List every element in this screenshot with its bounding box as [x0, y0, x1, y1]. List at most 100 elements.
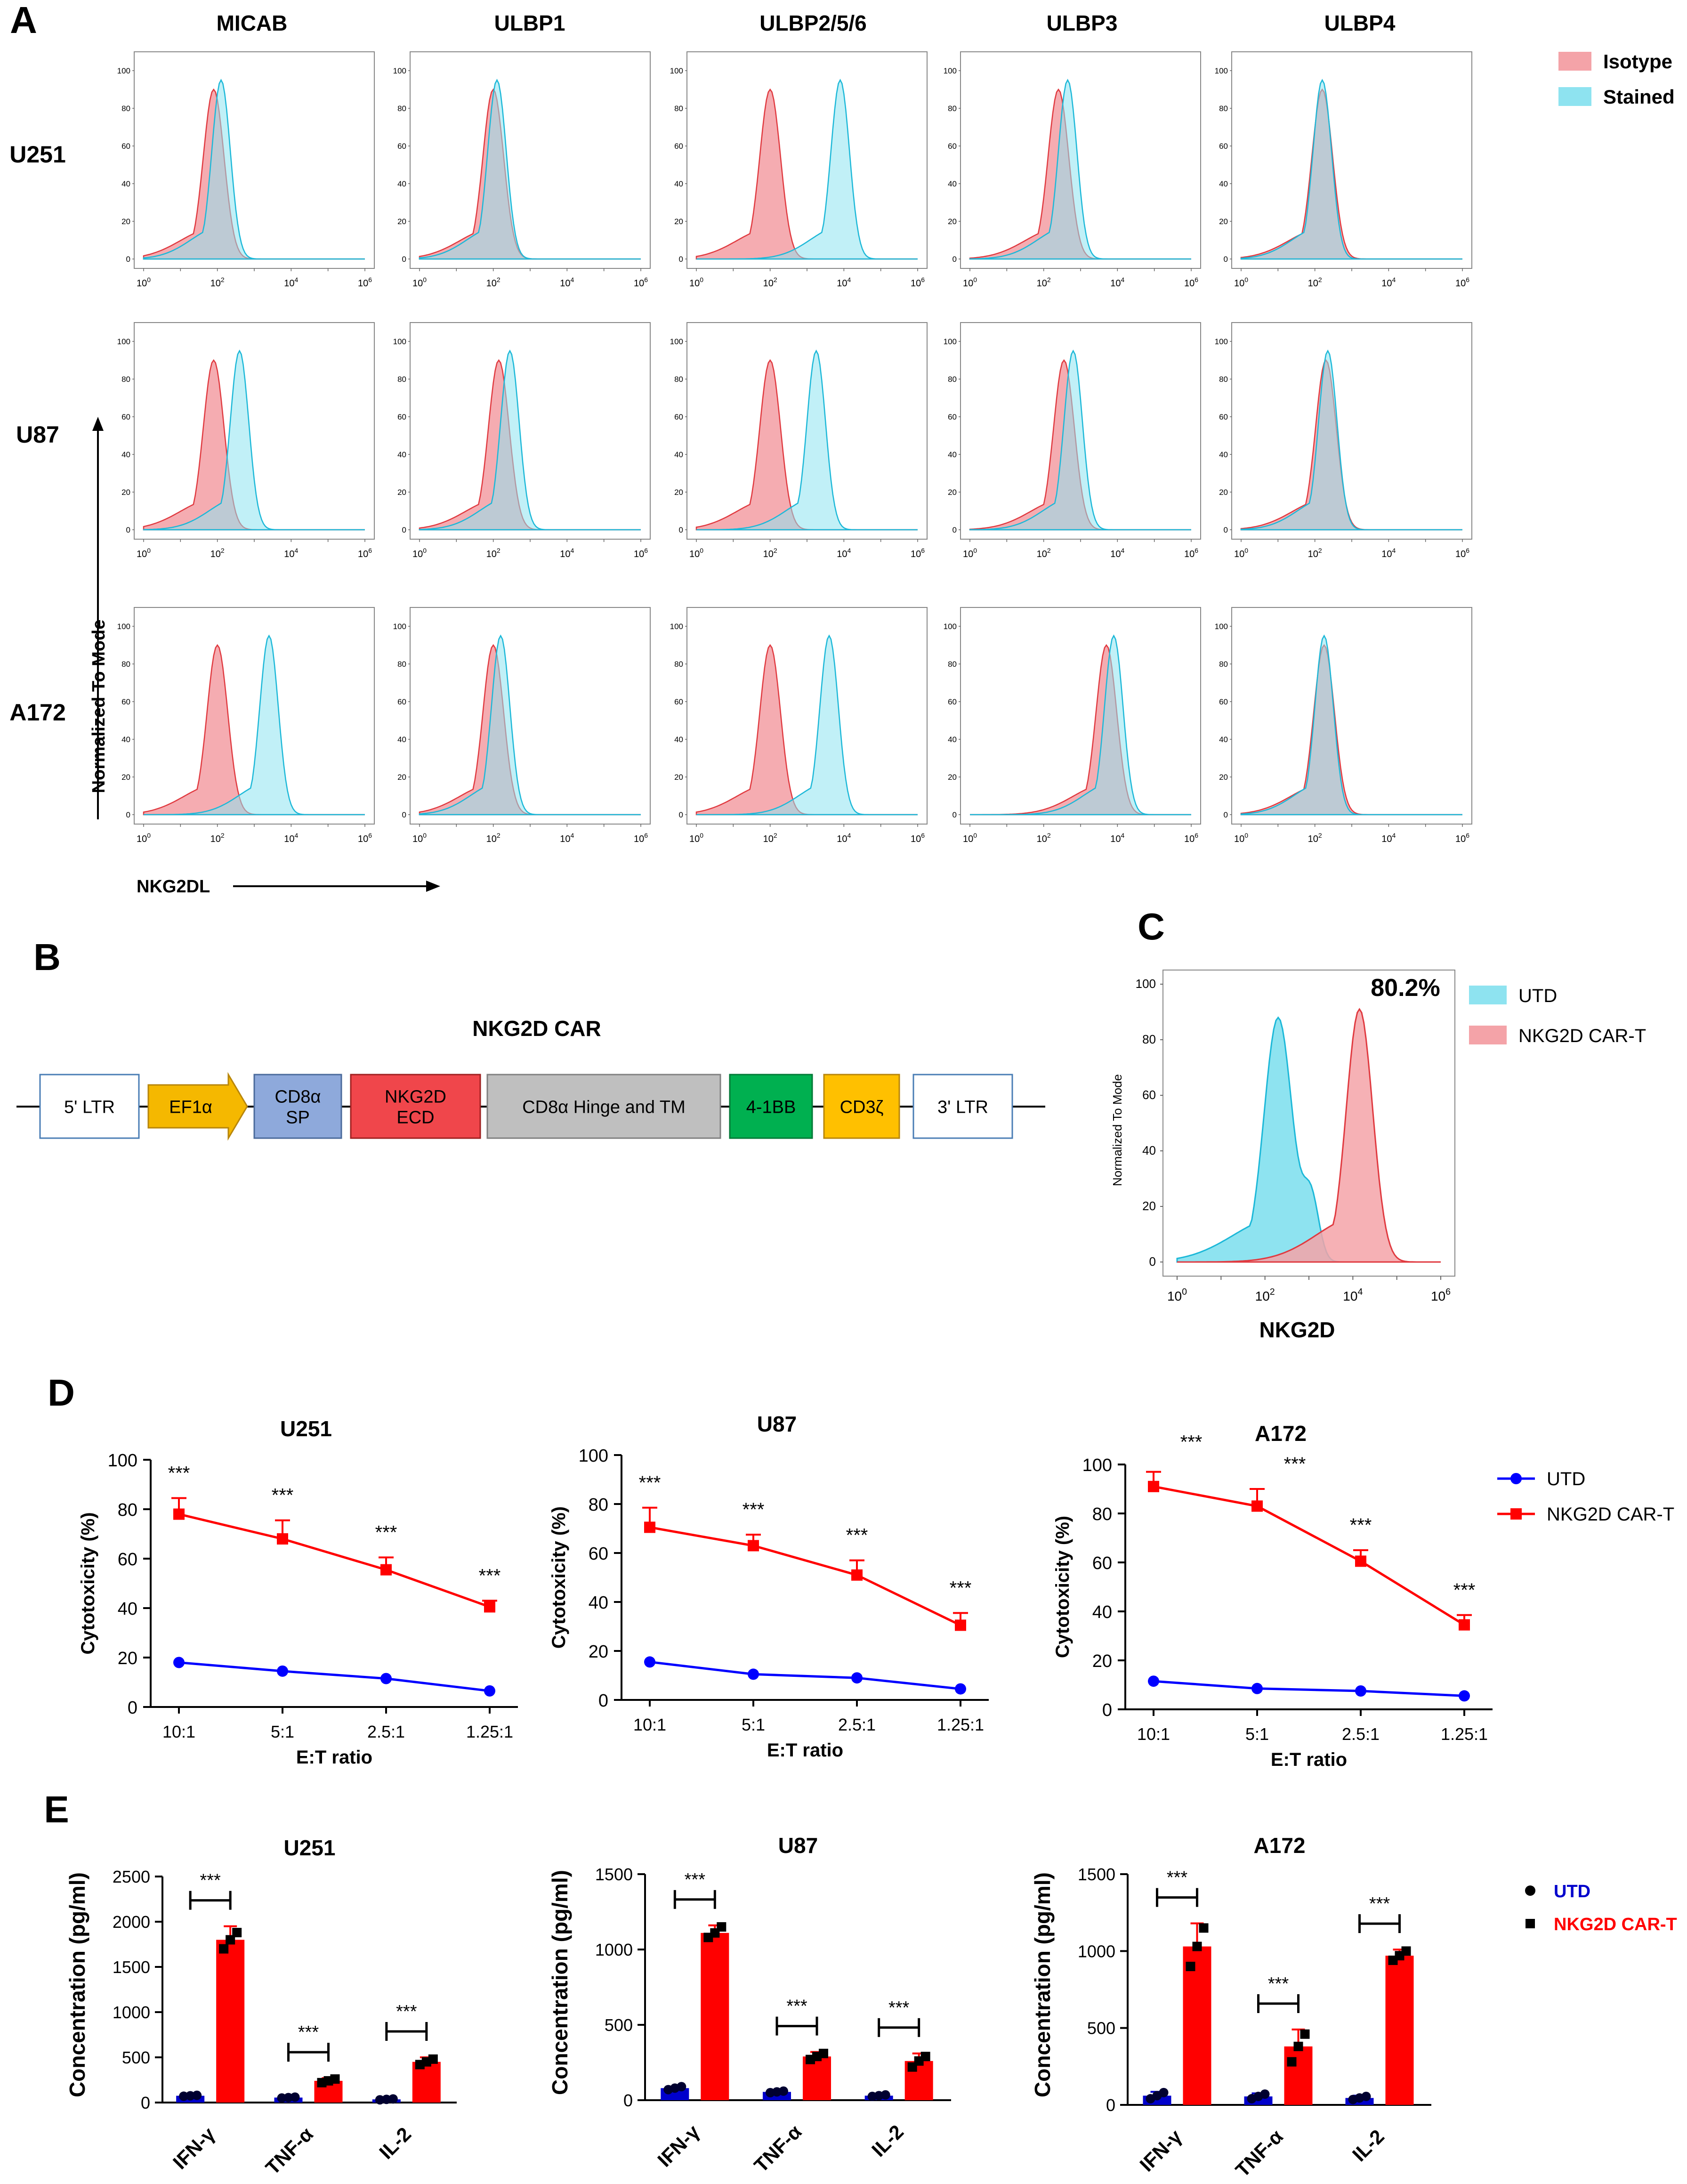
plot-frame: [960, 607, 1201, 825]
x-axis-label: E:T ratio: [1271, 1749, 1347, 1770]
y-tick-label: 0: [598, 1691, 608, 1711]
y-tick-label: 100: [1215, 622, 1228, 631]
significance-marker: ***: [298, 2022, 319, 2042]
y-tick-label: 100: [944, 337, 957, 346]
x-tick-label: 100: [1234, 832, 1248, 844]
y-tick-label: 80: [1092, 1505, 1112, 1524]
x-tick-label: 102: [1037, 547, 1051, 559]
significance-marker: ***: [786, 1997, 807, 2016]
significance-marker: ***: [1453, 1580, 1476, 1601]
construct-block: [912, 1074, 1013, 1139]
y-tick-label: 100: [1215, 66, 1228, 75]
cytotoxicity-chart: U251 0 20 40 60 80 100 10:1 5:1 2.5:1 1.25:1 E:T ra…: [78, 1416, 518, 1768]
utd-point: [173, 1657, 185, 1668]
x-tick-label: 106: [911, 276, 925, 289]
car-t-point: [1355, 1555, 1366, 1567]
y-tick-label: 60: [948, 142, 957, 151]
car-t-data-point: [226, 1935, 235, 1945]
x-tick-label: 100: [963, 276, 977, 289]
d-legend-label: UTD: [1547, 1469, 1585, 1489]
c-x-tick-label: 106: [1431, 1286, 1451, 1303]
column-header: MICAB: [217, 11, 288, 35]
significance-marker: ***: [272, 1485, 294, 1506]
x-tick-label: 1.25:1: [1441, 1724, 1488, 1744]
construct-block: [729, 1074, 813, 1139]
e-legend-label: NKG2D CAR-T: [1554, 1915, 1677, 1934]
column-header: ULBP4: [1324, 11, 1396, 35]
c-y-tick-label: 100: [1136, 977, 1156, 991]
y-tick-label: 2000: [113, 1912, 150, 1932]
significance-marker: ***: [1284, 1454, 1306, 1474]
x-tick-label: 102: [763, 832, 777, 844]
y-tick-label: 500: [1087, 2019, 1115, 2038]
utd-line: [1153, 1680, 1465, 1697]
cytotoxicity-chart: U87 0 20 40 60 80 100 10:1 5:1 2.5:1 1.25:1 E:T rat…: [549, 1412, 989, 1761]
y-tick-label: 40: [948, 179, 957, 188]
stained-histogram: [143, 79, 365, 260]
construct-block-label: CD8α Hinge and TM: [522, 1098, 686, 1117]
stained-histogram: [419, 79, 641, 260]
y-tick-label: 0: [1102, 1700, 1112, 1720]
y-tick-label: 20: [1092, 1651, 1112, 1671]
y-tick-label: 500: [605, 2015, 633, 2035]
c-legend-label: UTD: [1518, 986, 1557, 1006]
y-tick-label: 0: [952, 526, 957, 534]
y-tick-label: 20: [121, 217, 130, 226]
histogram-plot: 0 20 40 60 80 100 100 102 104 106: [944, 51, 1201, 289]
car-t-line: [178, 1513, 490, 1608]
plot-frame: [134, 51, 375, 269]
histogram-plot: 0 20 40 60 80 100 100 102 104 106: [393, 322, 651, 559]
y-tick-label: 20: [674, 488, 683, 497]
cytokine-chart: U87 0 500 1000 1500 Concentration (pg/ml) IFN-…: [548, 1833, 951, 2176]
y-tick-label: 80: [397, 375, 406, 384]
x-tick-label: 104: [1110, 547, 1124, 559]
y-tick-label: 20: [121, 773, 130, 782]
car-t-point: [380, 1564, 392, 1576]
plot-frame: [410, 322, 651, 540]
x-tick-label: 104: [837, 832, 851, 844]
x-tick-label: 102: [486, 547, 500, 559]
x-tick-label: IFN-γ: [169, 2123, 219, 2174]
y-tick-label: 40: [397, 179, 406, 188]
plot-frame: [1231, 322, 1472, 540]
car-t-point: [955, 1619, 966, 1631]
x-tick-label: TNF-α: [750, 2120, 806, 2176]
histogram-plot: 0 20 40 60 80 100 100 102 104 106: [1215, 51, 1472, 289]
utd-data-point: [880, 2090, 890, 2100]
row-label: U87: [16, 421, 59, 448]
y-tick-label: 80: [397, 660, 406, 669]
y-tick-label: 100: [393, 337, 406, 346]
significance-marker: ***: [168, 1463, 190, 1483]
e-legend-marker: [1526, 1919, 1535, 1928]
x-tick-label: 102: [1037, 276, 1051, 289]
y-tick-label: 20: [1219, 217, 1228, 226]
y-tick-label: 60: [1219, 697, 1228, 706]
y-tick-label: 20: [397, 773, 406, 782]
x-tick-label: 104: [1381, 832, 1396, 844]
histogram-plot: 0 20 40 60 80 100 100 102 104 106: [393, 607, 651, 844]
chart-title: U251: [284, 1836, 336, 1860]
plot-frame: [686, 607, 928, 825]
y-tick-label: 80: [674, 660, 683, 669]
y-tick-label: 80: [1219, 660, 1228, 669]
y-tick-label: 0: [402, 526, 406, 534]
x-tick-label: 102: [1308, 832, 1322, 844]
car-t-data-point: [717, 1922, 726, 1932]
construct-block-label: CD8α: [275, 1087, 321, 1107]
y-tick-label: 60: [1219, 142, 1228, 151]
utd-point: [277, 1665, 288, 1677]
c-x-tick-label: 102: [1255, 1286, 1275, 1303]
x-tick-label: 106: [1455, 832, 1469, 844]
y-tick-label: 60: [948, 697, 957, 706]
x-tick-label: 102: [1037, 832, 1051, 844]
car-t-data-point: [1199, 1923, 1209, 1933]
construct-block-promoter: [147, 1072, 248, 1141]
y-tick-label: 80: [674, 104, 683, 113]
car-t-histogram: [1177, 1008, 1441, 1263]
x-tick-label: 104: [284, 547, 298, 559]
y-tick-label: 100: [1215, 337, 1228, 346]
car-t-data-point: [920, 2052, 930, 2062]
y-tick-label: 20: [1219, 488, 1228, 497]
construct-block-label: 5' LTR: [64, 1098, 115, 1117]
